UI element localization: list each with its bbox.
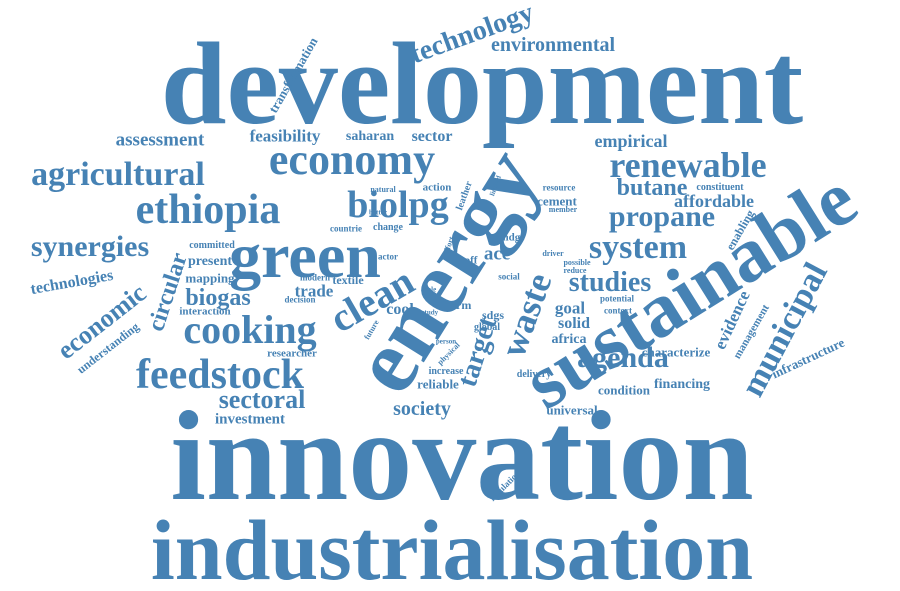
word-researcher: researcher xyxy=(267,347,317,360)
word-study: study xyxy=(421,308,439,317)
word-sectoral: sectoral xyxy=(218,385,306,414)
word-committed: committed xyxy=(189,240,235,251)
word-financing: financing xyxy=(653,377,711,392)
word-economy: economy xyxy=(268,135,436,184)
word-driver: driver xyxy=(542,249,564,258)
word-cement: cement xyxy=(537,193,577,209)
word-textile: textile xyxy=(332,273,364,287)
word-context: context xyxy=(604,305,632,316)
word-synergies: synergies xyxy=(30,230,150,263)
word-ethiopia: ethiopia xyxy=(135,187,281,233)
word-mapping: mapping xyxy=(185,270,235,286)
word-countrie: countrie xyxy=(330,223,362,234)
word-increase: increase xyxy=(428,366,464,377)
word-change: change xyxy=(373,222,403,233)
word-renewable: renewable xyxy=(609,145,767,185)
word-universal: universal xyxy=(546,402,598,418)
word-trade: trade xyxy=(294,281,334,301)
word-feedstock: feedstock xyxy=(136,352,304,398)
word-characterize: characterize xyxy=(641,344,711,360)
word-empirical: empirical xyxy=(594,131,668,151)
word-studies: studies xyxy=(568,267,652,298)
word-propane: propane xyxy=(608,200,716,233)
word-assessment: assessment xyxy=(115,129,205,151)
word-social: social xyxy=(498,271,520,282)
word-butane: butane xyxy=(616,175,688,201)
word-person: person xyxy=(435,337,457,346)
word-solid: solid xyxy=(557,315,591,332)
word-interaction: interaction xyxy=(179,305,231,318)
word-present: present xyxy=(187,254,233,269)
word-condition: condition xyxy=(597,382,651,398)
word-feasibility: feasibility xyxy=(249,126,321,146)
word-saharan: saharan xyxy=(345,129,395,144)
word-decision: decision xyxy=(284,294,316,305)
word-industrialisation: industrialisation xyxy=(150,502,754,591)
word-sdgs: sdgs xyxy=(481,308,505,322)
word-acc: acc xyxy=(483,243,511,265)
word-firm: firm xyxy=(448,298,472,312)
word-delivery: delivery xyxy=(516,369,552,380)
word-global: global xyxy=(473,322,501,333)
word-agenda: agenda xyxy=(577,341,669,374)
word-society: society xyxy=(393,398,451,420)
word-cooking: cooking xyxy=(183,307,317,352)
word-member: member xyxy=(548,205,578,214)
word-agricultural: agricultural xyxy=(31,156,205,193)
word-potential: potential xyxy=(599,293,635,304)
word-africa: africa xyxy=(551,332,587,347)
word-sector: sector xyxy=(411,128,453,145)
word-goal: goal xyxy=(554,298,586,318)
word-biolpg: biolpg xyxy=(347,184,449,226)
word-biogas: biogas xyxy=(185,285,251,311)
word-development: development xyxy=(160,18,804,149)
word-modern: modern xyxy=(300,272,330,283)
word-possible: possible xyxy=(563,258,591,267)
word-actor: actor xyxy=(378,251,398,262)
word-mdgs: mdgs xyxy=(499,231,525,244)
word-constituent: constituent xyxy=(696,182,744,193)
word-affordable: affordable xyxy=(674,191,754,211)
word-investment: investment xyxy=(215,411,285,428)
word-off: off xyxy=(464,254,478,267)
word-action: action xyxy=(422,181,452,194)
word-resource: resource xyxy=(542,182,576,193)
word-cool: cool xyxy=(386,301,414,318)
word-green: green xyxy=(229,220,381,291)
word-scale: scale xyxy=(421,285,437,294)
word-system: system xyxy=(588,229,688,266)
word-natural: natural xyxy=(370,185,396,194)
word-better: better xyxy=(369,208,387,217)
word-reduce: reduce xyxy=(563,266,587,275)
word-innovation: innovation xyxy=(170,385,754,527)
word-reliable: reliable xyxy=(417,376,459,392)
word-environmental: environmental xyxy=(490,34,616,56)
word-technologies: technologies xyxy=(29,266,115,299)
